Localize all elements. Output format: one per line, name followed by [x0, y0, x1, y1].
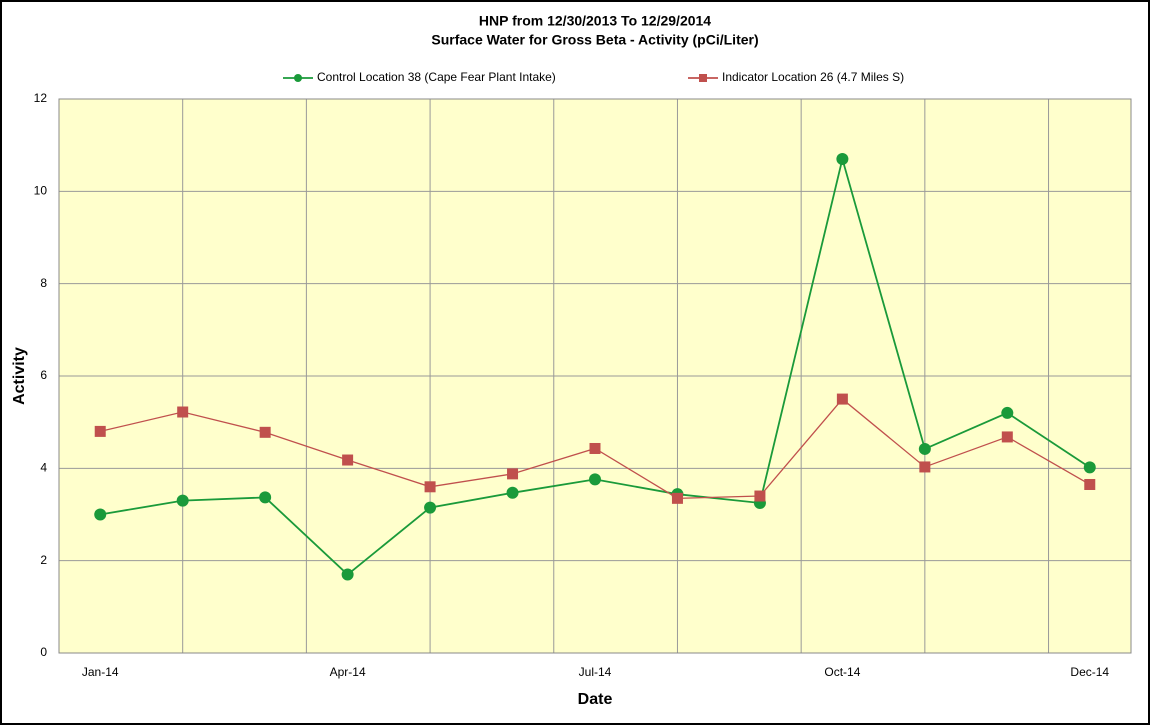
data-point	[342, 454, 354, 466]
data-point	[506, 486, 519, 499]
data-point	[259, 491, 272, 504]
data-point	[294, 74, 302, 82]
y-tick-label: 6	[40, 368, 47, 382]
data-point	[1083, 461, 1096, 474]
y-tick-label: 0	[40, 645, 47, 659]
data-point	[1001, 406, 1014, 419]
x-tick-label: Oct-14	[824, 665, 860, 679]
data-point	[177, 406, 189, 418]
data-point	[919, 461, 931, 473]
chart-title: HNP from 12/30/2013 To 12/29/2014	[479, 13, 711, 29]
data-point	[176, 494, 189, 507]
data-point	[918, 442, 931, 455]
data-point	[507, 468, 519, 480]
y-tick-label: 4	[40, 461, 47, 475]
y-tick-label: 10	[34, 184, 48, 198]
data-point	[836, 393, 848, 405]
x-tick-label: Apr-14	[330, 665, 366, 679]
x-tick-label: Dec-14	[1070, 665, 1109, 679]
y-tick-label: 8	[40, 276, 47, 290]
data-point	[589, 442, 601, 454]
x-axis-title: Date	[578, 691, 613, 708]
data-point	[341, 568, 354, 581]
data-point	[94, 425, 106, 437]
data-point	[671, 492, 683, 504]
chart-subtitle: Surface Water for Gross Beta - Activity …	[431, 32, 758, 48]
legend-label: Control Location 38 (Cape Fear Plant Int…	[317, 70, 556, 84]
y-axis-title: Activity	[11, 347, 28, 405]
plot-area	[58, 98, 1132, 654]
legend-label: Indicator Location 26 (4.7 Miles S)	[722, 70, 904, 84]
x-tick-label: Jul-14	[579, 665, 612, 679]
data-point	[424, 501, 437, 514]
data-point	[754, 490, 766, 502]
data-point	[259, 426, 271, 438]
data-point	[589, 473, 601, 486]
data-point	[1084, 478, 1096, 490]
data-point	[94, 508, 107, 521]
data-point	[836, 153, 849, 166]
y-tick-label: 2	[40, 553, 47, 567]
data-point	[699, 74, 707, 82]
data-point	[1001, 431, 1013, 443]
x-tick-label: Jan-14	[82, 665, 119, 679]
data-point	[424, 481, 436, 493]
y-tick-label: 12	[34, 91, 48, 105]
